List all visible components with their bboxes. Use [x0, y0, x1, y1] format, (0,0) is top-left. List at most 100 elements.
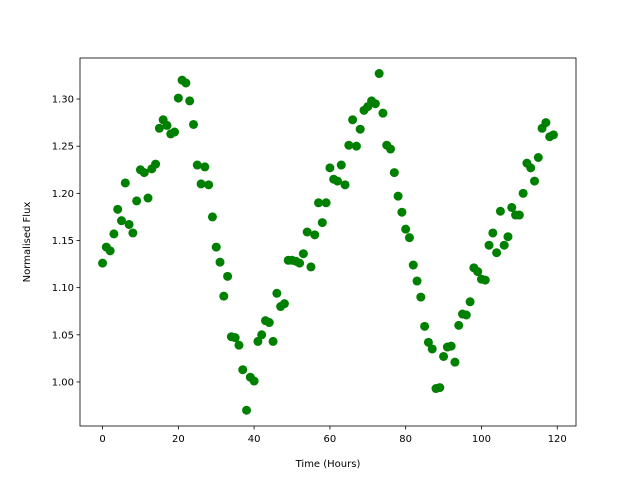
- point: [98, 258, 108, 268]
- y-tick-label: 1.15: [52, 236, 74, 247]
- point: [435, 383, 445, 393]
- point: [348, 115, 358, 125]
- point: [412, 276, 422, 286]
- x-tick-label: 100: [472, 434, 491, 445]
- y-tick-label: 1.00: [52, 377, 74, 388]
- point: [492, 248, 502, 258]
- point: [211, 242, 221, 252]
- point: [484, 240, 494, 250]
- point: [548, 130, 558, 140]
- point: [533, 152, 543, 162]
- point: [507, 202, 517, 212]
- point: [109, 229, 119, 239]
- point: [253, 336, 263, 346]
- point: [321, 198, 331, 208]
- point: [257, 330, 267, 340]
- point: [204, 180, 214, 190]
- point: [370, 99, 380, 109]
- y-axis-label: Normalised Flux: [22, 202, 33, 283]
- point: [242, 405, 252, 415]
- point: [170, 127, 180, 137]
- x-tick-label: 120: [548, 434, 567, 445]
- point: [397, 207, 407, 217]
- point: [234, 340, 244, 350]
- point: [427, 344, 437, 354]
- point: [416, 292, 426, 302]
- point: [514, 210, 524, 220]
- point: [279, 299, 289, 309]
- point: [439, 351, 449, 361]
- point: [374, 69, 384, 79]
- point: [355, 124, 365, 134]
- point: [378, 108, 388, 118]
- x-tick-label: 80: [399, 434, 412, 445]
- x-axis-label: Time (Hours): [295, 459, 361, 470]
- point: [143, 193, 153, 203]
- point: [128, 228, 138, 238]
- point: [530, 176, 540, 186]
- x-tick-label: 60: [324, 434, 337, 445]
- point: [223, 271, 233, 281]
- x-tick-label: 0: [99, 434, 105, 445]
- point: [154, 123, 164, 133]
- point: [526, 163, 536, 173]
- point: [401, 224, 411, 234]
- point: [185, 96, 195, 106]
- point: [336, 160, 346, 170]
- point: [113, 204, 123, 214]
- point: [139, 168, 149, 178]
- plot-frame: [79, 57, 577, 427]
- x-tick-label: 40: [248, 434, 261, 445]
- point: [196, 179, 206, 189]
- point: [264, 318, 274, 328]
- point: [404, 233, 414, 243]
- y-tick-label: 1.30: [52, 95, 74, 106]
- y-tick-label: 1.25: [52, 142, 74, 153]
- point: [488, 228, 498, 238]
- point: [306, 262, 316, 272]
- point: [480, 275, 490, 285]
- point: [310, 230, 320, 240]
- point: [181, 78, 191, 88]
- point: [162, 120, 172, 130]
- point: [314, 198, 324, 208]
- point: [302, 227, 312, 237]
- point: [207, 212, 217, 222]
- point: [200, 162, 210, 172]
- point: [386, 144, 396, 154]
- point: [188, 119, 198, 129]
- point: [340, 180, 350, 190]
- point: [454, 320, 464, 330]
- point: [295, 258, 305, 268]
- point: [408, 260, 418, 270]
- point: [192, 160, 202, 170]
- point: [325, 163, 335, 173]
- point: [268, 336, 278, 346]
- point: [518, 188, 528, 198]
- point: [473, 267, 483, 277]
- point: [393, 191, 403, 201]
- point: [219, 291, 229, 301]
- y-tick-label: 1.05: [52, 330, 74, 341]
- point: [317, 218, 327, 228]
- point: [124, 219, 134, 229]
- point: [249, 376, 259, 386]
- point: [503, 232, 513, 242]
- point: [461, 310, 471, 320]
- point: [446, 341, 456, 351]
- point: [116, 216, 126, 226]
- point: [298, 249, 308, 259]
- point: [151, 159, 161, 169]
- point: [344, 140, 354, 150]
- point: [541, 118, 551, 128]
- point: [465, 297, 475, 307]
- point: [423, 337, 433, 347]
- point: [120, 178, 130, 188]
- point: [105, 246, 115, 256]
- point: [230, 333, 240, 343]
- point: [238, 365, 248, 375]
- point: [450, 357, 460, 367]
- y-tick-label: 1.20: [52, 189, 74, 200]
- y-tick-label: 1.10: [52, 283, 74, 294]
